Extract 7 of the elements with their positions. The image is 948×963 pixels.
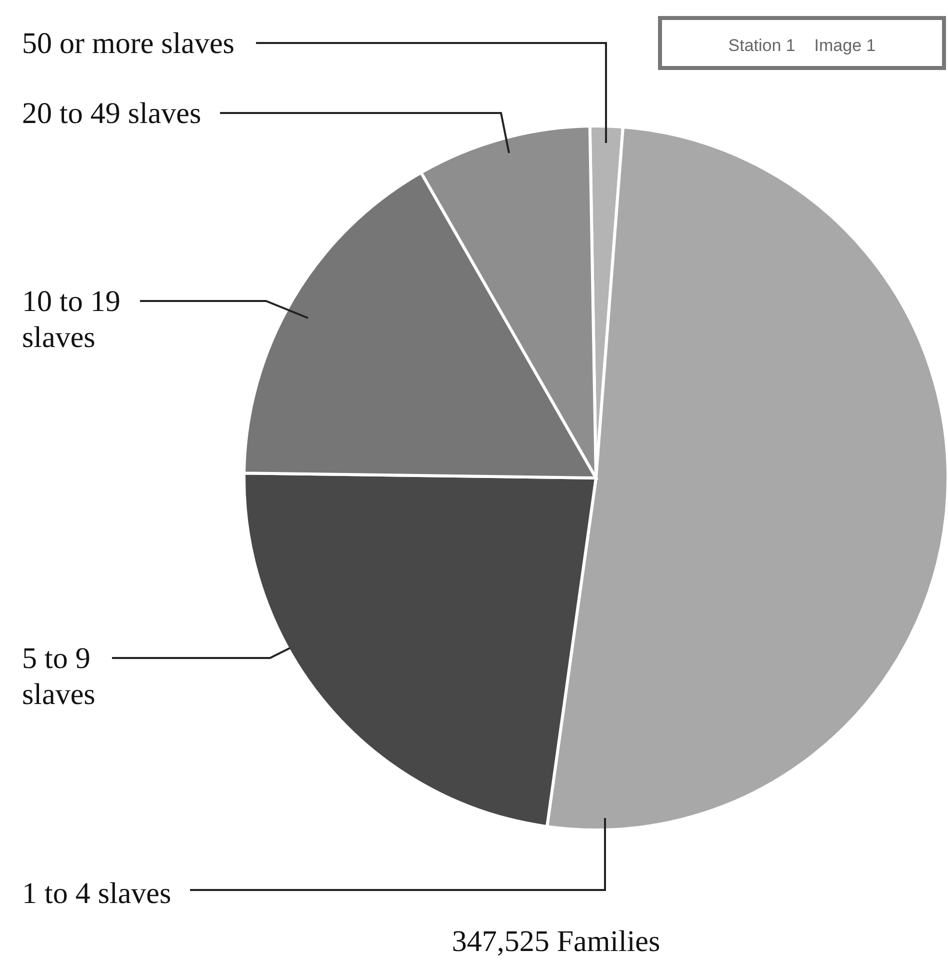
slice-label: 10 to 19 slaves [22, 285, 120, 354]
slice-label: 5 to 9 slaves [22, 642, 96, 711]
slice-label: 50 or more slaves [22, 27, 234, 60]
slice-label: 1 to 4 slaves [22, 877, 172, 910]
text: Station 1 Image 1 [728, 36, 876, 55]
text: 347,525 Families [452, 925, 660, 958]
slice-label: 20 to 49 slaves [22, 97, 202, 130]
